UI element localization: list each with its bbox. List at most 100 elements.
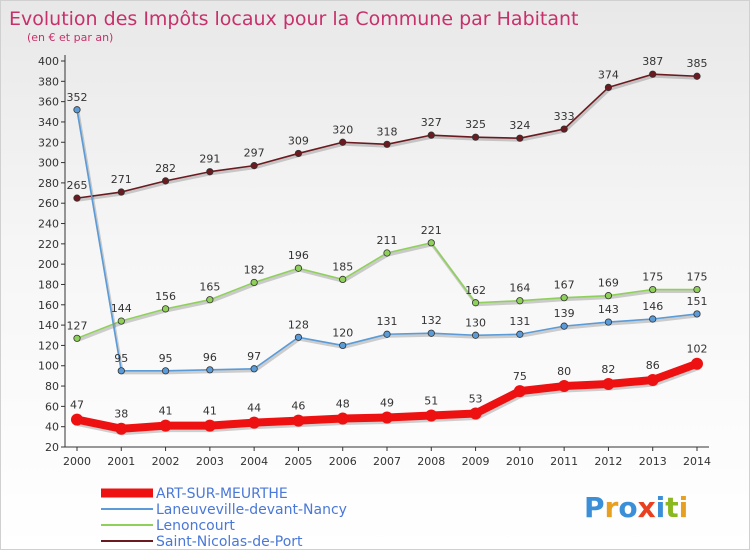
data-label: 144	[111, 302, 132, 315]
chart-title: Evolution des Impôts locaux pour la Comm…	[9, 8, 579, 30]
data-label: 185	[332, 260, 353, 273]
data-point	[73, 194, 81, 202]
x-tick-label: 2008	[417, 455, 445, 468]
chart-subtitle: (en € et par an)	[27, 31, 113, 44]
data-label: 327	[421, 116, 442, 129]
y-tick-label: 100	[38, 360, 59, 373]
x-tick-label: 2012	[594, 455, 622, 468]
x-tick-label: 2011	[550, 455, 578, 468]
data-label: 131	[377, 315, 398, 328]
legend-label: ART-SUR-MEURTHE	[156, 486, 288, 502]
data-label: 75	[513, 370, 527, 383]
y-tick-label: 300	[38, 157, 59, 170]
data-label: 325	[465, 118, 486, 131]
data-label: 102	[687, 343, 708, 356]
y-tick-label: 340	[38, 116, 59, 129]
data-point	[383, 330, 391, 338]
data-point	[339, 275, 347, 283]
data-point	[206, 296, 214, 304]
data-label: 53	[469, 392, 483, 405]
data-point	[248, 416, 261, 429]
y-tick-label: 240	[38, 218, 59, 231]
x-tick-label: 2014	[683, 455, 711, 468]
data-point	[693, 285, 701, 294]
data-label: 95	[114, 352, 128, 365]
data-point	[250, 278, 258, 287]
data-point	[649, 285, 657, 294]
data-label: 162	[465, 284, 486, 297]
data-point	[339, 341, 347, 350]
data-point	[383, 249, 391, 257]
data-label: 86	[646, 359, 660, 372]
data-label: 130	[465, 316, 486, 329]
data-label: 48	[336, 398, 350, 411]
data-point	[339, 138, 347, 146]
data-label: 211	[377, 234, 398, 247]
data-label: 38	[114, 408, 128, 421]
legend-label: Saint-Nicolas-de-Port	[156, 534, 303, 550]
data-point	[383, 140, 391, 148]
data-point	[73, 334, 81, 342]
data-label: 167	[554, 279, 575, 292]
data-point	[560, 294, 568, 302]
data-label: 41	[159, 405, 173, 418]
data-point	[646, 373, 659, 386]
data-label: 49	[380, 397, 394, 410]
data-point	[560, 322, 568, 330]
data-label: 96	[203, 351, 217, 364]
data-label: 97	[247, 350, 261, 363]
y-tick-label: 60	[45, 400, 59, 413]
legend: ART-SUR-MEURTHELaneuveville-devant-Nancy…	[101, 486, 347, 550]
data-label: 41	[203, 405, 217, 418]
data-label: 80	[557, 365, 571, 378]
data-point	[294, 333, 303, 341]
y-tick-label: 260	[38, 197, 59, 210]
data-label: 139	[554, 307, 575, 320]
data-point	[516, 297, 524, 305]
data-point	[693, 310, 701, 318]
data-point	[161, 367, 170, 375]
data-label: 265	[67, 179, 88, 192]
y-tick-label: 20	[45, 441, 59, 454]
data-point	[161, 177, 170, 185]
series-layer	[71, 70, 703, 436]
y-tick-label: 200	[38, 258, 59, 271]
data-point	[425, 409, 438, 422]
x-tick-label: 2009	[462, 455, 490, 468]
y-tick-label: 160	[38, 299, 59, 312]
data-label: 297	[244, 147, 265, 160]
data-point	[294, 264, 303, 272]
data-label: 128	[288, 318, 309, 331]
data-point	[604, 292, 613, 300]
data-label: 120	[332, 326, 353, 339]
data-point	[516, 330, 524, 338]
data-label: 318	[377, 125, 398, 138]
data-label: 47	[70, 399, 84, 412]
data-point	[381, 411, 393, 424]
data-point	[558, 380, 571, 393]
data-point	[336, 412, 349, 425]
data-point	[250, 365, 258, 373]
data-point	[513, 385, 526, 398]
x-tick-label: 2013	[639, 455, 667, 468]
data-label: 132	[421, 314, 442, 327]
data-point	[117, 367, 125, 375]
data-point	[161, 305, 170, 313]
data-label: 165	[199, 281, 220, 294]
data-point	[203, 419, 216, 432]
x-tick-label: 2007	[373, 455, 401, 468]
data-label: 282	[155, 162, 176, 175]
y-tick-label: 80	[45, 380, 59, 393]
data-label: 309	[288, 134, 309, 147]
data-point	[71, 413, 83, 426]
data-point	[604, 83, 613, 92]
data-point	[471, 133, 480, 141]
data-label: 95	[159, 352, 173, 365]
data-point	[471, 331, 480, 339]
axes: 20 40 60 80 100 120 140 160 180 200 220 240 260 280 30…	[38, 55, 711, 468]
data-label: 291	[199, 153, 220, 166]
x-tick-label: 2002	[152, 455, 180, 468]
data-label: 182	[244, 263, 265, 276]
data-point	[604, 318, 613, 326]
